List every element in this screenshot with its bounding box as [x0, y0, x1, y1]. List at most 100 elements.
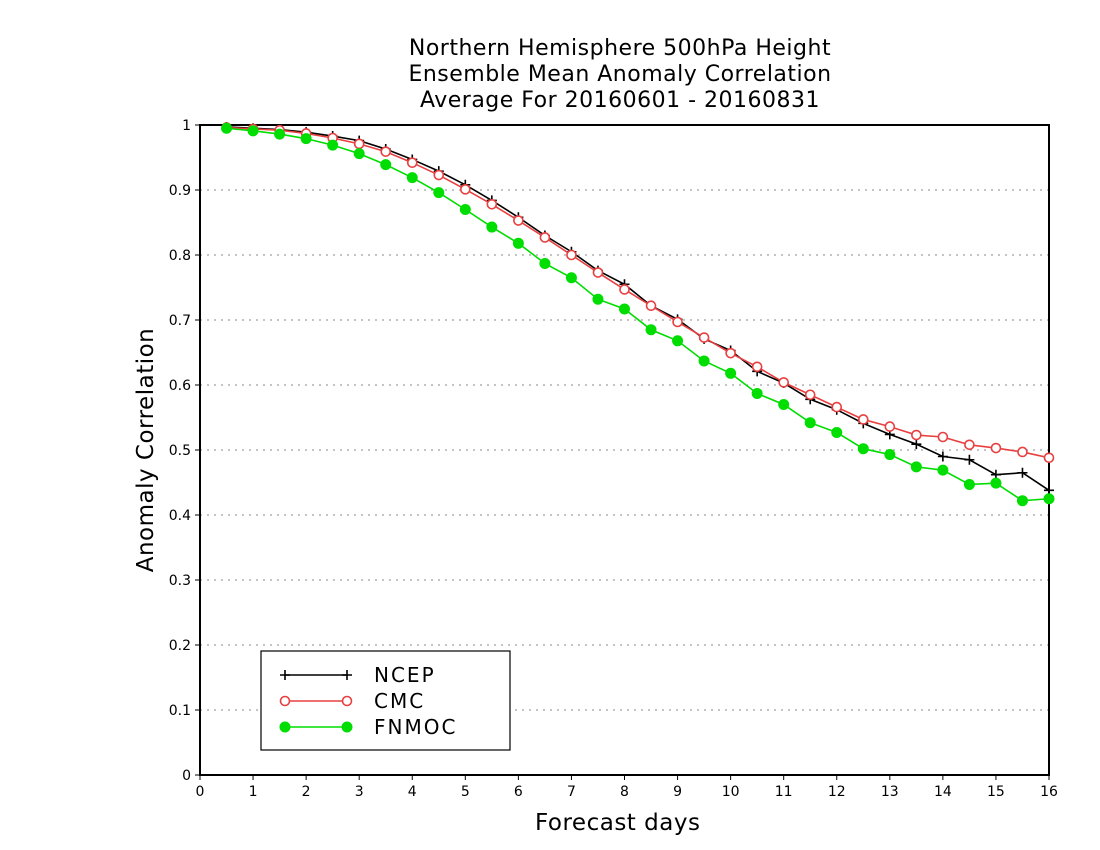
- cmc-point: [592, 267, 604, 278]
- cmc-point: [353, 138, 365, 150]
- y-tick-label: 0.3: [169, 573, 191, 589]
- cmc-point: [1017, 446, 1028, 458]
- x-tick-label: 4: [408, 784, 417, 800]
- fnmoc-legend-marker: [341, 721, 353, 733]
- chart-title-line-3: Average For 20160601 - 20160831: [419, 88, 821, 113]
- y-tick-label: 0.9: [169, 183, 191, 199]
- y-tick-label: 0.7: [169, 313, 191, 329]
- y-tick-label: 0.6: [169, 378, 191, 394]
- fnmoc-point: [751, 387, 763, 399]
- x-tick-label: 3: [355, 784, 364, 800]
- cmc-point: [566, 249, 577, 261]
- fnmoc-point: [459, 204, 471, 215]
- x-tick-label: 8: [620, 784, 629, 800]
- cmc-point: [937, 431, 949, 443]
- cmc-point: [1043, 452, 1055, 464]
- cmc-legend-label: CMC: [374, 689, 425, 713]
- y-tick-label: 0.2: [169, 638, 191, 654]
- fnmoc-legend-label: FNMOC: [374, 715, 457, 739]
- fnmoc-point: [672, 335, 684, 347]
- y-tick-label: 0.4: [169, 508, 191, 524]
- x-tick-label: 6: [514, 784, 523, 800]
- fnmoc-point: [433, 187, 445, 199]
- chart-title-line-1: Northern Hemisphere 500hPa Height: [408, 36, 832, 61]
- fnmoc-point: [698, 355, 710, 367]
- fnmoc-point: [512, 237, 524, 249]
- fnmoc-point: [327, 139, 339, 151]
- cmc-point: [380, 146, 392, 157]
- y-axis-label: Anomaly Correlation: [133, 327, 159, 573]
- cmc-point: [751, 361, 763, 373]
- series-lines: [221, 121, 1055, 507]
- fnmoc-point: [592, 293, 604, 305]
- x-tick-label: 16: [1040, 784, 1058, 800]
- x-tick-label: 15: [987, 784, 1005, 800]
- cmc-point: [778, 377, 789, 388]
- cmc-line: [226, 126, 1050, 459]
- fnmoc-point: [963, 478, 975, 490]
- cmc-legend-marker: [279, 695, 291, 707]
- cmc-point: [911, 429, 922, 441]
- cmc-point: [804, 389, 816, 401]
- cmc-point: [964, 439, 975, 451]
- fnmoc-point: [910, 461, 922, 473]
- fnmoc-point: [645, 324, 657, 336]
- cmc-point: [406, 157, 418, 168]
- x-tick-label: 13: [881, 784, 899, 800]
- x-tick-label: 9: [673, 784, 682, 800]
- fnmoc-point: [247, 125, 259, 137]
- y-tick-label: 0.5: [169, 443, 191, 459]
- fnmoc-point: [831, 426, 843, 438]
- cmc-point: [460, 184, 471, 195]
- cmc-legend-marker: [341, 695, 353, 707]
- cmc-point: [433, 169, 445, 181]
- fnmoc-line: [226, 127, 1050, 502]
- fnmoc-point: [725, 367, 737, 379]
- cmc-point: [698, 332, 710, 343]
- cmc-point: [645, 300, 657, 312]
- fnmoc-point: [380, 159, 392, 171]
- x-tick-label: 5: [461, 784, 470, 800]
- x-tick-label: 0: [196, 784, 205, 800]
- fnmoc-point: [804, 417, 816, 429]
- ncep-legend-marker: [342, 670, 352, 680]
- axis-ticks: 00.10.20.30.40.50.60.70.80.910 1 2 3 4 5 6 7 8 9 1…: [169, 118, 1058, 800]
- cmc-point: [619, 284, 630, 295]
- ncep-point: [964, 454, 975, 465]
- cmc-point: [513, 215, 524, 226]
- y-tick-label: 0.8: [169, 248, 191, 264]
- ncep-legend-marker: [280, 670, 290, 680]
- ncep-point: [937, 451, 948, 462]
- x-tick-label: 12: [828, 784, 846, 800]
- cmc-point: [857, 414, 869, 425]
- x-axis-label: Forecast days: [535, 810, 701, 836]
- cmc-point: [831, 401, 843, 413]
- ncep-series: [221, 121, 1054, 496]
- x-tick-label: 10: [722, 784, 740, 800]
- fnmoc-point: [990, 477, 1002, 489]
- fnmoc-point: [857, 443, 869, 455]
- ncep-point: [1017, 467, 1028, 478]
- fnmoc-point: [300, 133, 312, 145]
- fnmoc-point: [778, 399, 790, 410]
- cmc-point: [725, 347, 736, 359]
- cmc-series: [221, 122, 1055, 464]
- cmc-point: [884, 421, 896, 432]
- fnmoc-point: [619, 303, 630, 315]
- chart-title-line-2: Ensemble Mean Anomaly Correlation: [408, 62, 832, 87]
- fnmoc-legend-marker: [279, 721, 291, 733]
- cmc-point: [672, 316, 683, 328]
- y-tick-label: 1: [182, 118, 191, 134]
- cmc-point: [539, 232, 551, 243]
- fnmoc-point: [1016, 495, 1028, 507]
- fnmoc-point: [274, 128, 286, 140]
- x-tick-label: 7: [567, 784, 576, 800]
- x-tick-label: 2: [302, 784, 311, 800]
- cmc-point: [486, 199, 498, 210]
- x-tick-label: 11: [775, 784, 793, 800]
- ncep-point: [911, 439, 922, 450]
- y-tick-label: 0.1: [169, 703, 191, 719]
- ncep-legend-label: NCEP: [374, 663, 436, 687]
- fnmoc-point: [565, 272, 577, 284]
